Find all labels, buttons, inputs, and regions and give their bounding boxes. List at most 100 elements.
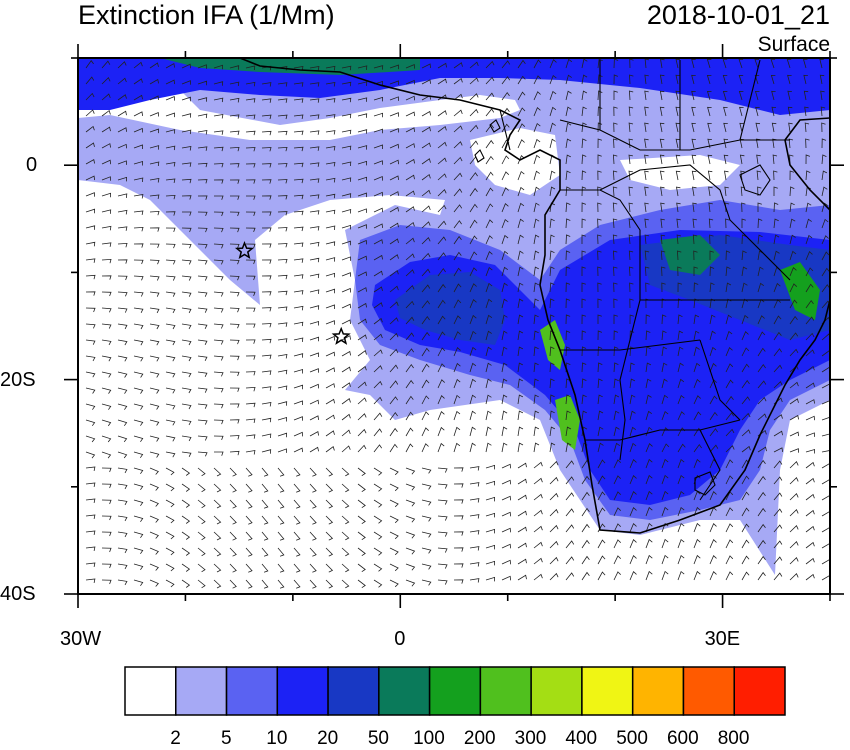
wind-barb (501, 60, 511, 69)
wind-barb (245, 515, 253, 525)
wind-barb (101, 323, 112, 329)
wind-barb (293, 499, 301, 509)
wind-barb (357, 444, 367, 453)
wind-barb (708, 218, 714, 229)
wind-barb (469, 330, 477, 341)
wind-barb (691, 58, 696, 69)
wind-barb (277, 146, 288, 152)
wind-barb (453, 515, 464, 520)
wind-barb (549, 186, 556, 197)
wind-barb (629, 426, 637, 437)
wind-barb (597, 234, 602, 245)
colorbar (124, 666, 786, 716)
wind-barb (101, 371, 112, 378)
wind-barb (309, 82, 320, 87)
wind-barb (341, 579, 350, 589)
wind-barb (421, 237, 431, 245)
wind-barb (613, 475, 621, 485)
wind-barb (117, 451, 128, 459)
wind-barb (261, 82, 272, 87)
wind-barb (277, 130, 288, 136)
wind-barb (707, 106, 712, 117)
wind-barb (533, 218, 540, 229)
wind-barb (628, 218, 634, 229)
wind-barb (725, 555, 734, 565)
wind-barb (787, 74, 792, 85)
wind-barb (676, 250, 682, 261)
wind-barb (565, 540, 575, 549)
wind-barb (309, 515, 317, 525)
wind-barb (789, 509, 799, 517)
wind-barb (549, 266, 555, 277)
wind-barb (389, 96, 399, 101)
wind-barb (613, 298, 618, 309)
wind-barb (453, 93, 463, 101)
wind-barb (325, 98, 336, 103)
wind-barb (293, 400, 303, 405)
wind-barb (85, 530, 96, 535)
wind-barb (453, 267, 462, 277)
wind-barb (805, 234, 813, 245)
wind-barb (277, 563, 285, 573)
wind-barb (341, 467, 350, 477)
wind-barb (644, 202, 649, 213)
wind-barb (341, 398, 351, 405)
wind-barb (803, 74, 808, 85)
wind-barb (229, 435, 240, 440)
wind-barb (133, 323, 144, 330)
star-marker (234, 240, 255, 260)
wind-barb (581, 346, 587, 357)
wind-barb (214, 195, 224, 200)
wind-barb (405, 411, 414, 421)
wind-barb (165, 531, 175, 540)
wind-barb (197, 339, 208, 345)
wind-barb (549, 74, 557, 85)
wind-barb (277, 385, 288, 391)
wind-barb (261, 163, 272, 168)
wind-barb (229, 97, 240, 103)
wind-barb (213, 307, 224, 313)
wind-barb (213, 499, 222, 509)
wind-barb (612, 154, 618, 165)
wind-barb (612, 234, 618, 245)
wind-barb (437, 347, 446, 357)
wind-barb (677, 474, 685, 485)
wind-barb (133, 210, 144, 215)
wind-barb (725, 507, 734, 517)
wind-barb (659, 138, 665, 149)
wind-barb (117, 275, 128, 281)
wind-barb (261, 402, 272, 407)
wind-barb (723, 122, 728, 133)
wind-barb (213, 291, 224, 297)
wind-barb (754, 90, 760, 101)
wind-barb (644, 234, 650, 245)
wind-barb (549, 524, 559, 533)
wind-barb (645, 570, 653, 581)
wind-barb (181, 146, 192, 151)
wind-barb (421, 110, 431, 117)
wind-barb (277, 499, 285, 509)
wind-barb (117, 387, 128, 394)
wind-barb (565, 138, 572, 149)
wind-barb (645, 538, 653, 549)
wind-barb (677, 443, 686, 453)
wind-barb (628, 266, 634, 277)
wind-barb (133, 403, 144, 410)
wind-barb (165, 112, 175, 118)
wind-barb (709, 395, 718, 405)
wind-barb (389, 579, 399, 588)
wind-barb (501, 362, 508, 373)
wind-barb (645, 522, 653, 533)
wind-barb (165, 419, 176, 426)
wind-barb (309, 162, 320, 167)
wind-barb (85, 562, 96, 567)
wind-barb (437, 315, 446, 325)
wind-barb (149, 403, 160, 410)
wind-barb (693, 444, 702, 453)
wind-barb (293, 114, 304, 119)
wind-barb (389, 348, 399, 357)
wind-barb (421, 467, 432, 474)
wind-barb (517, 510, 527, 517)
map-field (78, 58, 830, 594)
wind-barb (581, 202, 587, 213)
